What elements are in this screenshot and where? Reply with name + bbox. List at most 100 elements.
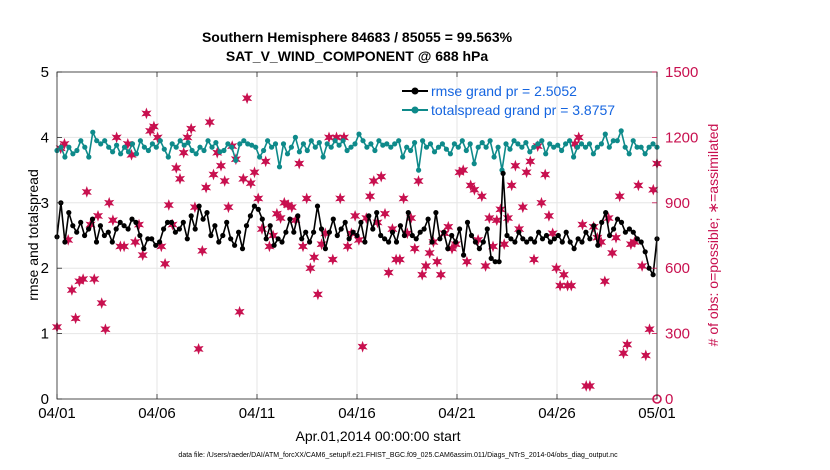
rmse-point	[370, 226, 376, 232]
totalspread-point	[567, 138, 573, 144]
y-tick-label: 4	[41, 129, 49, 146]
obs-assimilated-point	[551, 262, 562, 275]
rmse-point	[563, 229, 569, 235]
obs-assimilated-point	[566, 279, 577, 292]
totalspread-point	[245, 141, 251, 147]
rmse-point	[113, 226, 119, 232]
rmse-point	[492, 259, 498, 265]
y2-tick-label: 1200	[665, 129, 698, 146]
totalspread-point	[447, 151, 453, 157]
totalspread-point	[483, 144, 489, 150]
obs-assimilated-point	[163, 199, 174, 211]
obs-assimilated-point	[178, 146, 189, 159]
obs-assimilated-point	[573, 131, 584, 144]
obs-assimilated-point	[208, 168, 219, 181]
rmse-point	[212, 223, 218, 229]
obs-assimilated-point	[297, 240, 309, 253]
obs-assimilated-point	[599, 275, 610, 288]
totalspread-point	[598, 141, 605, 147]
rmse-point	[109, 239, 115, 245]
totalspread-point	[388, 144, 394, 150]
totalspread-point	[185, 140, 191, 146]
totalspread-point	[606, 144, 612, 150]
totalspread-point	[129, 141, 136, 147]
rmse-point	[78, 219, 84, 225]
totalspread-point	[121, 144, 128, 150]
rmse-point	[607, 232, 613, 239]
totalspread-point	[594, 144, 601, 150]
totalspread-point	[201, 147, 207, 154]
rmse-point	[484, 226, 490, 232]
obs-assimilated-point	[465, 179, 476, 192]
totalspread-point	[515, 141, 521, 147]
x-tick-label: 04/11	[239, 405, 275, 422]
obs-assimilated-point	[219, 175, 230, 187]
rmse-point	[374, 210, 380, 216]
totalspread-point	[241, 138, 247, 144]
rmse-point	[378, 232, 384, 239]
x-tick-label: 04/21	[438, 405, 476, 422]
rmse-point	[236, 229, 242, 235]
obs-assimilated-point	[275, 212, 286, 224]
obs-assimilated-point	[648, 183, 659, 196]
x-tick-label: 04/06	[138, 405, 176, 422]
rmse-point	[393, 239, 400, 245]
totalspread-point	[392, 141, 398, 147]
chart-subtitle: SAT_V_WIND_COMPONENT @ 688 hPa	[226, 48, 489, 64]
obs-assimilated-point	[59, 138, 70, 150]
totalspread-point	[181, 142, 187, 148]
rmse-point	[287, 216, 293, 222]
rmse-point	[275, 236, 281, 242]
totalspread-point	[467, 141, 473, 147]
totalspread-point	[114, 142, 120, 148]
rmse-point	[326, 229, 332, 235]
rmse-point	[441, 229, 447, 235]
rmse-point	[614, 216, 621, 222]
rmse-point	[571, 246, 577, 252]
rmse-point	[314, 203, 321, 209]
rmse-point	[358, 219, 364, 225]
totalspread-point	[475, 144, 481, 150]
obs-assimilated-point	[409, 242, 420, 255]
y-tick-label: 5	[41, 64, 49, 81]
obs-assimilated-point	[413, 175, 424, 187]
rmse-point	[547, 239, 554, 245]
obs-assimilated-point	[480, 260, 491, 272]
obs-assimilated-point	[417, 268, 428, 281]
totalspread-point	[237, 141, 243, 147]
rmse-point	[97, 223, 103, 229]
totalspread-point	[618, 128, 624, 134]
obs-assimilated-point	[536, 196, 547, 209]
obs-assimilated-point	[379, 207, 391, 220]
obs-assimilated-point	[558, 268, 569, 281]
rmse-point	[141, 246, 147, 252]
y2-axis-label: # of obs: o=possible; ∗=assimilated	[705, 124, 721, 347]
totalspread-point	[169, 141, 175, 147]
rmse-point	[224, 219, 230, 225]
obs-assimilated-point	[107, 214, 118, 227]
totalspread-point	[511, 138, 517, 144]
rmse-point	[401, 232, 407, 239]
totalspread-point	[229, 144, 235, 150]
obs-assimilated-point	[644, 323, 655, 336]
obs-assimilated-point	[443, 220, 454, 233]
totalspread-point	[288, 144, 294, 150]
obs-assimilated-point	[432, 255, 443, 268]
totalspread-point	[217, 149, 223, 155]
y2-tick-label: 300	[665, 326, 690, 343]
obs-assimilated-point	[458, 164, 469, 176]
rmse-point	[125, 226, 131, 232]
obs-assimilated-point	[637, 260, 648, 272]
totalspread-point	[638, 144, 644, 150]
totalspread-point	[412, 140, 418, 146]
totalspread-point	[551, 144, 557, 150]
rmse-point	[66, 210, 72, 216]
rmse-point	[389, 229, 396, 235]
obs-assimilated-point	[286, 201, 297, 214]
rmse-point	[539, 236, 546, 242]
obs-assimilated-point	[309, 251, 320, 264]
obs-assimilated-point	[517, 201, 528, 214]
totalspread-point	[582, 144, 589, 150]
rmse-point	[433, 210, 439, 216]
totalspread-point	[62, 154, 68, 160]
